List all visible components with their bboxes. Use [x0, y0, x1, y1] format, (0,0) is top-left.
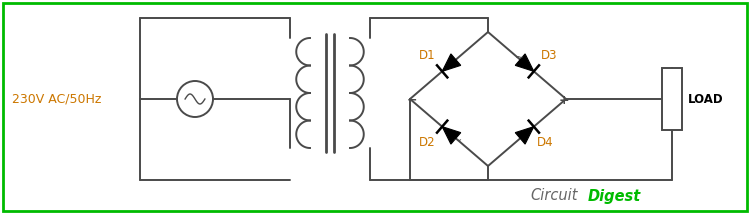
Polygon shape	[442, 54, 460, 71]
Text: +: +	[559, 94, 569, 107]
Polygon shape	[515, 127, 534, 144]
Text: ~: ~	[452, 135, 461, 146]
Text: D1: D1	[419, 49, 435, 62]
Text: ~: ~	[514, 52, 523, 62]
Text: D2: D2	[419, 136, 435, 149]
Polygon shape	[515, 54, 534, 71]
Bar	[662, 68, 682, 130]
Text: Digest: Digest	[588, 189, 641, 204]
Text: D4: D4	[537, 136, 554, 149]
Text: −: −	[406, 94, 417, 107]
Text: LOAD: LOAD	[688, 92, 724, 106]
Text: D3: D3	[541, 49, 557, 62]
Text: Circuit: Circuit	[530, 189, 578, 204]
Text: 230V AC/50Hz: 230V AC/50Hz	[12, 92, 101, 106]
Polygon shape	[442, 127, 460, 144]
